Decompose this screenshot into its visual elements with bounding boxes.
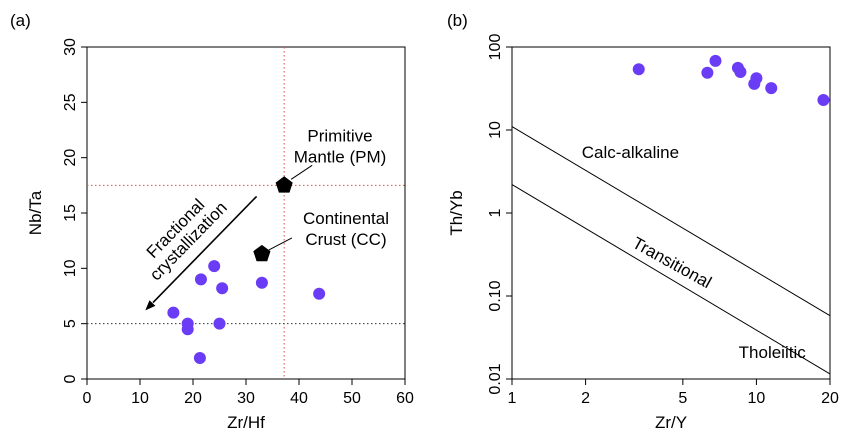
panel-a-x-tick-label: 60 [396, 390, 414, 407]
panel-a-x-tick-label: 40 [290, 390, 308, 407]
reference-point-label: Primitive [307, 126, 372, 145]
panel-b-x-axis-title: Zr/Y [655, 413, 687, 432]
panel-b-data-point [734, 65, 747, 78]
panel-a-data-point [181, 323, 194, 336]
reference-point-label: Crust (CC) [305, 230, 386, 249]
panel-a-y-tick-label: 0 [62, 374, 79, 383]
panel-a-y-tick-label: 20 [62, 149, 79, 167]
panel-b-y-axis-title: Th/Yb [447, 190, 466, 235]
panel-b-y-tick-label: 100 [487, 34, 504, 61]
panel-a-y-tick-label: 10 [62, 259, 79, 277]
panel-a-reference-points: Primitive Mantle (PM) Continental Crust (CC… [253, 126, 389, 262]
panel-b-x-tick-label: 5 [678, 390, 687, 407]
panel-a-data-point [216, 282, 229, 295]
panel-a-label: (a) [10, 11, 31, 30]
panel-b-data-point [765, 82, 778, 95]
panel-b-data-point [709, 54, 722, 67]
reference-point-label: Continental [303, 209, 389, 228]
panel-b-x-axis: 1 2 5 10 20 [508, 379, 839, 407]
panel-a-x-axis-title: Zr/Hf [227, 413, 265, 432]
panel-b-x-tick-label: 20 [821, 390, 839, 407]
panel-a-x-tick-label: 20 [184, 390, 202, 407]
panel-b-data-point [701, 66, 714, 79]
panel-b-field-label: Calc-alkaline [582, 143, 679, 162]
reference-point-marker [275, 176, 293, 193]
panel-a-reference-lines [87, 47, 405, 379]
panel-b-boundary-lines [511, 126, 831, 375]
panel-b-data-point [817, 93, 830, 106]
panel-b-boundary-line [511, 184, 831, 375]
panel-a-y-axis: 0 5 10 15 20 25 30 [62, 38, 87, 383]
panel-b-field-label: Transitional [629, 233, 715, 292]
panel-b-x-tick-label: 1 [508, 390, 517, 407]
panel-a-y-tick-label: 30 [62, 38, 79, 56]
panel-a-data-point [194, 273, 207, 286]
panel-a-data-point [255, 276, 268, 289]
panel-b-y-tick-label: 0.10 [487, 280, 504, 311]
panel-b-y-axis: 0.01 0.10 1 10 100 [487, 34, 512, 395]
panel-a-y-tick-label: 5 [62, 319, 79, 328]
panel-b-x-tick-label: 2 [581, 390, 590, 407]
panel-b-y-tick-label: 10 [487, 121, 504, 139]
panel-b-label: (b) [447, 11, 468, 30]
panel-b-field-label: Tholeiitic [739, 343, 807, 362]
panel-a-x-tick-label: 30 [237, 390, 255, 407]
panel-b-boundary-line [511, 126, 831, 317]
panel-a-x-axis: 0 10 20 30 40 50 60 [83, 379, 414, 407]
panel-b-field-labels: Calc-alkaline Transitional Tholeiitic [582, 143, 806, 362]
panel-b-data-point [750, 72, 763, 85]
panel-a-x-tick-label: 10 [131, 390, 149, 407]
panel-a-x-tick-label: 50 [343, 390, 361, 407]
reference-point-label: Mantle (PM) [294, 147, 387, 166]
arrow-head [145, 300, 156, 311]
arrow-shaft [152, 195, 258, 304]
panel-b-data-points [632, 54, 830, 106]
panel-b-x-tick-label: 10 [748, 390, 766, 407]
panel-b-y-tick-label: 1 [487, 208, 504, 217]
panel-b-data-point [632, 63, 645, 76]
panel-b: (b) 1 2 5 10 20 0.01 0.10 1 10 100 Zr/Y Th/Yb Ca… [447, 11, 839, 432]
panel-a-x-tick-label: 0 [83, 390, 92, 407]
reference-leader-line [290, 164, 313, 180]
panel-a-y-tick-label: 25 [62, 93, 79, 111]
panel-a-data-point [167, 306, 180, 319]
panel-a-y-axis-title: Nb/Ta [26, 190, 45, 235]
panel-a: (a) 0 10 20 30 40 50 60 0 5 10 15 20 25 30 Zr/Hf Nb/… [10, 11, 414, 432]
reference-leader-line [268, 237, 293, 251]
panel-a-data-points [167, 260, 326, 364]
panel-a-data-point [208, 260, 221, 273]
panel-a-y-tick-label: 15 [62, 204, 79, 222]
panel-a-data-point [213, 317, 226, 330]
reference-point-marker [253, 244, 271, 262]
panel-b-y-tick-label: 0.01 [487, 363, 504, 394]
panel-a-data-point [313, 287, 326, 300]
panel-a-data-point [193, 351, 206, 364]
